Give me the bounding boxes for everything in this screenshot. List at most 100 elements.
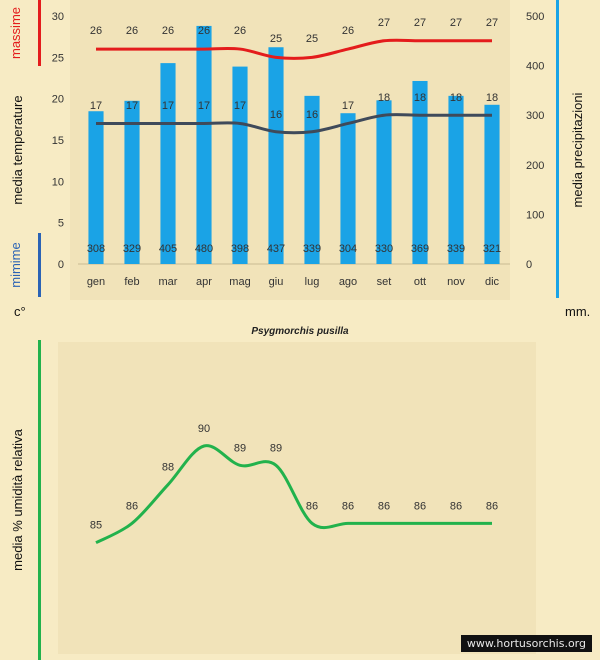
y-right-tick: 400: [526, 61, 544, 73]
x-tick-label: apr: [196, 276, 212, 288]
humidity-label: 86: [306, 500, 318, 512]
humidity-label: 85: [90, 520, 102, 532]
precip-bar: [340, 113, 356, 264]
humidity-label: 86: [126, 500, 138, 512]
precip-unit: mm.: [565, 304, 590, 319]
y-left-tick: 10: [52, 176, 64, 188]
max-temp-line: [95, 38, 492, 60]
precip-axis-title: media precipitazioni: [570, 92, 585, 207]
humidity-axis-title: media % umidità relativa: [10, 428, 25, 570]
min-legend-label: mimime: [8, 242, 23, 288]
min-temp-label: 17: [342, 100, 354, 112]
humidity-label: 88: [162, 462, 174, 474]
precip-bar-label: 308: [87, 243, 105, 255]
min-temp-label: 17: [234, 100, 246, 112]
max-temp-label: 25: [306, 33, 318, 45]
precip-bar-label: 398: [231, 243, 249, 255]
precip-bar: [268, 47, 284, 264]
precip-bar: [196, 25, 212, 265]
x-tick-label: mar: [159, 276, 178, 288]
temperature-axis-title: media temperature: [10, 95, 25, 204]
humidity-line: [95, 444, 492, 545]
precip-bar: [160, 63, 176, 265]
precip-bar: [232, 66, 248, 264]
x-tick-label: giu: [269, 276, 284, 288]
precip-bar: [412, 80, 428, 264]
max-temp-label: 26: [342, 25, 354, 37]
precip-bar: [448, 95, 464, 264]
max-legend-label: massime: [8, 7, 23, 59]
max-temp-label: 26: [90, 25, 102, 37]
y-left-tick: 15: [52, 135, 64, 147]
y-left-tick: 0: [58, 259, 64, 271]
min-temp-label: 18: [414, 92, 426, 104]
humidity-axis-bar: [38, 340, 41, 660]
y-left-tick: 20: [52, 94, 64, 106]
x-tick-label: ott: [414, 276, 426, 288]
precip-bar-label: 329: [123, 243, 141, 255]
y-left-tick: 25: [52, 52, 64, 64]
precip-bar-label: 480: [195, 243, 213, 255]
precip-bar-label: 369: [411, 243, 429, 255]
x-tick-label: ago: [339, 276, 357, 288]
x-tick-label: gen: [87, 276, 105, 288]
x-tick-label: lug: [305, 276, 320, 288]
y-right-tick: 200: [526, 160, 544, 172]
x-tick-label: dic: [485, 276, 500, 288]
humidity-chart: 85 86 88 90 89 89 86 86 86 86 86 86: [90, 423, 498, 545]
precip-bar-label: 405: [159, 243, 177, 255]
species-title: Psygmorchis pusilla: [251, 326, 349, 337]
y-right-tick: 0: [526, 259, 532, 271]
precip-bar-label: 437: [267, 243, 285, 255]
y-left-tick: 5: [58, 218, 64, 230]
precip-bar-label: 339: [447, 243, 465, 255]
max-temp-label: 27: [378, 17, 390, 29]
x-tick-label: nov: [447, 276, 465, 288]
precip-bar: [376, 100, 392, 264]
min-temp-label: 17: [198, 100, 210, 112]
max-temp-label: 27: [486, 17, 498, 29]
min-temp-label: 16: [306, 109, 318, 121]
max-temp-label: 26: [198, 25, 210, 37]
humidity-label: 86: [486, 500, 498, 512]
min-temp-label: 17: [90, 100, 102, 112]
min-temp-label: 17: [162, 100, 174, 112]
y-right-tick: 100: [526, 209, 544, 221]
humidity-label: 86: [342, 500, 354, 512]
precip-bar: [88, 111, 104, 265]
humidity-label: 86: [450, 500, 462, 512]
precip-bar: [304, 95, 320, 264]
min-temp-label: 17: [126, 100, 138, 112]
max-temp-label: 27: [414, 17, 426, 29]
min-temp-label: 18: [450, 92, 462, 104]
precip-axis-bar: [556, 0, 559, 298]
precip-bar-label: 304: [339, 243, 357, 255]
max-temp-label: 25: [270, 33, 282, 45]
precip-bar: [124, 100, 140, 264]
precip-bar: [484, 104, 500, 264]
y-right-tick: 500: [526, 11, 544, 23]
humidity-label: 89: [234, 442, 246, 454]
max-temp-label: 26: [126, 25, 138, 37]
temperature-unit: c°: [14, 304, 26, 319]
max-temp-label: 26: [162, 25, 174, 37]
max-temp-label: 26: [234, 25, 246, 37]
x-tick-label: feb: [124, 276, 139, 288]
y-left-tick: 30: [52, 11, 64, 23]
min-temp-label: 18: [378, 92, 390, 104]
min-temp-label: 18: [486, 92, 498, 104]
max-temp-label: 27: [450, 17, 462, 29]
humidity-label: 90: [198, 423, 210, 435]
y-right-tick: 300: [526, 110, 544, 122]
x-tick-label: set: [377, 276, 392, 288]
precip-bar-label: 330: [375, 243, 393, 255]
precip-bar-label: 321: [483, 243, 501, 255]
max-legend-bar: [38, 0, 41, 66]
min-temp-line: [96, 113, 492, 135]
precip-bar-label: 339: [303, 243, 321, 255]
watermark: www.hortusorchis.org: [460, 635, 592, 652]
humidity-label: 86: [414, 500, 426, 512]
min-legend-bar: [38, 233, 41, 297]
